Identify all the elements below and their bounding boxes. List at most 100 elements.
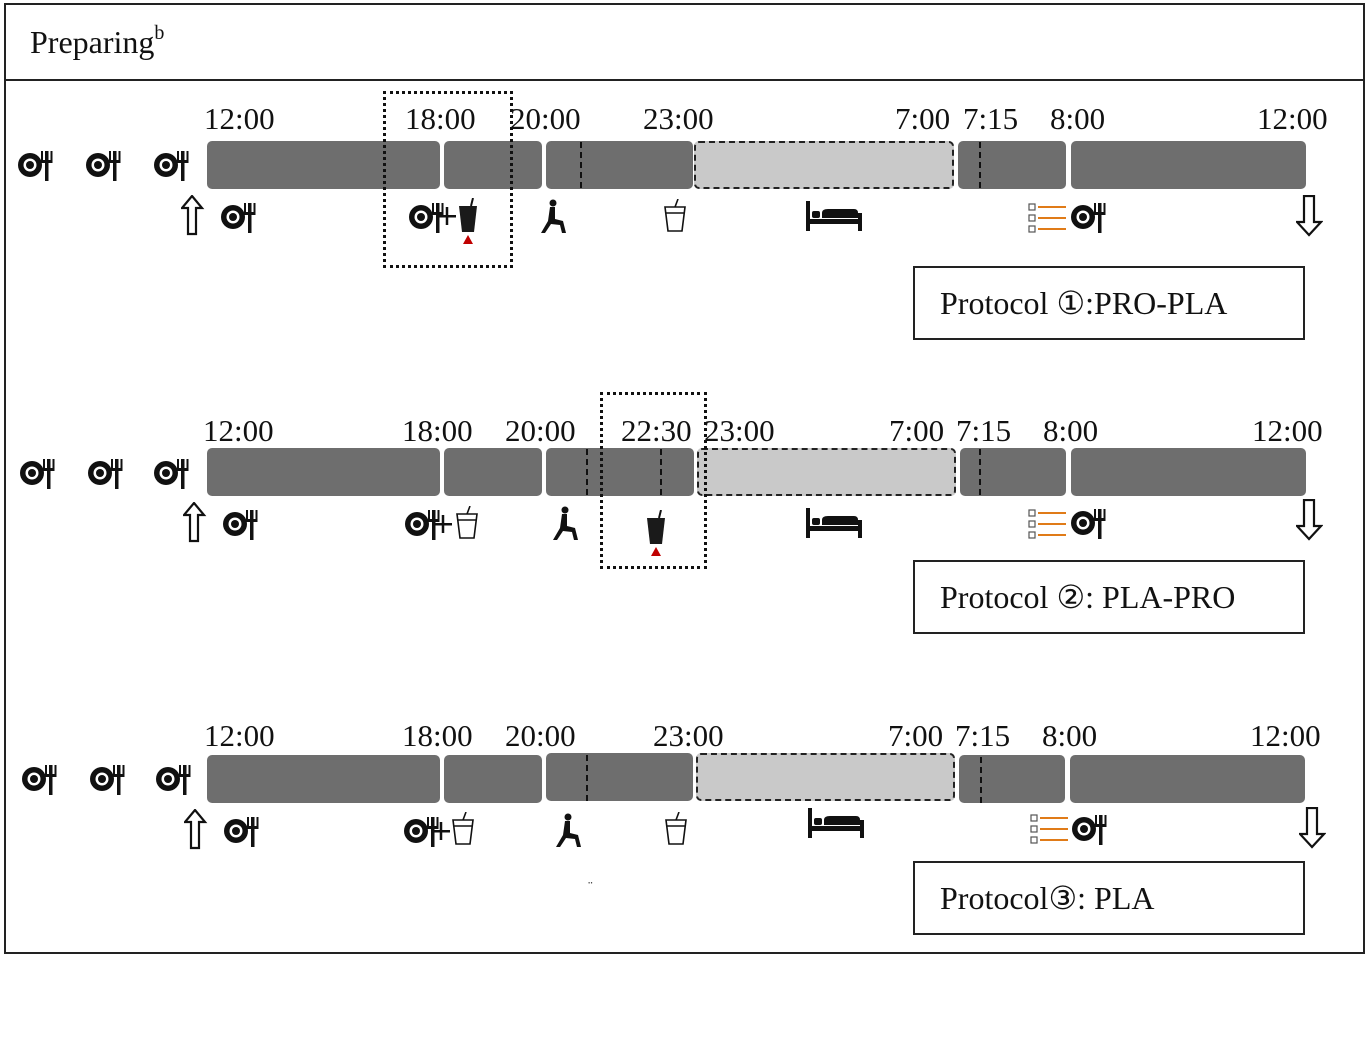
placebo-drink-icon [665,812,687,845]
timeline-marker [979,449,981,495]
timeline-segment [1071,141,1306,189]
plus-icon [438,207,456,225]
questionnaire-icon [1030,814,1069,844]
timeline-segment [958,141,1066,189]
time-label: 7:15 [963,101,1019,136]
time-label: 12:00 [1252,413,1323,448]
header-title: Preparingb [30,22,165,60]
time-label: 7:00 [888,718,944,753]
time-label: 18:00 [402,718,473,753]
sleep-segment [696,753,955,801]
timeline-marker [586,449,588,495]
time-label: 23:00 [653,718,724,753]
time-label: 18:00 [402,413,473,448]
time-label: 20:00 [505,718,576,753]
stray-mark: ¨ [588,880,593,895]
time-label: 22:30 [621,413,692,448]
figure-frame [4,3,1365,954]
sleep-segment [694,141,954,189]
time-label: 12:00 [1250,718,1321,753]
meal-icon [223,510,258,540]
time-label: 12:00 [204,101,275,136]
timeline-marker [980,757,982,803]
meal-icon [1072,815,1107,845]
protein-intake-highlight [600,392,707,569]
timeline-segment [207,141,440,189]
meal-icon [224,817,259,847]
time-label: 7:15 [955,718,1011,753]
time-label: 23:00 [643,101,714,136]
plus-icon [432,822,450,840]
arrow-down-icon [1299,807,1326,849]
pre-meal-icon [90,765,125,795]
time-label: 8:00 [1042,718,1098,753]
sleep-segment [697,448,956,496]
time-label: 20:00 [505,413,576,448]
timeline-segment [546,141,693,189]
timeline-segment [444,448,542,496]
placebo-drink-icon [664,199,686,232]
timeline-segment [207,448,440,496]
meal-icon [221,203,256,233]
time-label: 12:00 [1257,101,1328,136]
timeline-segment [207,755,440,803]
arrow-up-icon [184,809,207,850]
pre-meal-icon [156,765,191,795]
sleep-bed-icon [806,201,862,231]
time-label: 12:00 [203,413,274,448]
sleep-bed-icon [808,808,864,838]
exercise-icon [556,813,581,847]
protocol-row-1: 12:00 18:00 20:00 23:00 7:00 7:15 8:00 1… [0,91,1370,422]
timeline-marker [979,142,981,188]
pre-meal-icon [86,151,121,181]
pre-meal-icon [154,151,189,181]
timeline-segment [546,448,694,496]
header-divider [4,79,1365,81]
exercise-icon [541,199,566,233]
meal-icon [1071,509,1106,539]
time-label: 8:00 [1050,101,1106,136]
protocol-label-box: Protocol ①:PRO-PLA [913,266,1305,340]
pre-meal-icon [22,765,57,795]
questionnaire-icon [1028,509,1067,539]
timeline-segment [546,753,693,801]
protocol-row-3: 12:00 18:00 20:00 23:00 7:00 7:15 8:00 1… [0,719,1370,1039]
pre-meal-icon [154,459,189,489]
timeline-segment [1071,448,1306,496]
protein-drink-icon [646,510,666,557]
timeline-marker [586,755,588,801]
pre-meal-icon [18,151,53,181]
placebo-drink-icon [456,506,478,539]
timeline-segment [444,141,542,189]
time-label: 7:00 [889,413,945,448]
time-label: 12:00 [204,718,275,753]
header-superscript: b [154,22,165,44]
timeline-segment [444,755,542,803]
arrow-up-icon [181,195,204,236]
protein-drink-icon [458,198,478,245]
timeline-segment [960,448,1066,496]
protocol-row-2: 12:00 18:00 20:00 22:30 23:00 7:00 7:15 … [0,392,1370,734]
time-label: 23:00 [704,413,775,448]
protein-intake-highlight [383,91,513,268]
time-label: 18:00 [405,101,476,136]
timeline-segment [959,755,1065,803]
time-label: 8:00 [1043,413,1099,448]
arrow-down-icon [1296,499,1323,541]
timeline-marker [580,142,582,188]
time-label: 7:00 [895,101,951,136]
plus-icon [434,515,452,533]
sleep-bed-icon [806,508,862,538]
arrow-down-icon [1296,195,1323,237]
time-label: 20:00 [510,101,581,136]
arrow-up-icon [183,502,206,543]
pre-meal-icon [20,459,55,489]
pre-meal-icon [88,459,123,489]
time-label: 7:15 [956,413,1012,448]
questionnaire-icon [1028,203,1067,233]
placebo-drink-icon [452,812,474,845]
exercise-icon [553,506,578,540]
protocol-label-box: Protocol ②: PLA-PRO [913,560,1305,634]
meal-icon [1071,203,1106,233]
timeline-segment [1070,755,1305,803]
